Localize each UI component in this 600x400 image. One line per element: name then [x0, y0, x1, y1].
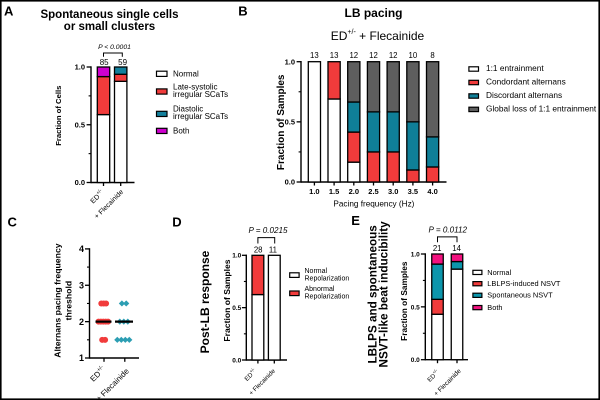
svg-text:2: 2 — [79, 317, 84, 327]
svg-text:1: 1 — [79, 353, 84, 363]
svg-text:3.5: 3.5 — [408, 187, 418, 196]
svg-text:1.0: 1.0 — [232, 253, 241, 260]
svg-text:Spontaneous single cells: Spontaneous single cells — [40, 9, 178, 21]
svg-text:C: C — [8, 215, 18, 230]
svg-text:P = 0.0112: P = 0.0112 — [429, 226, 468, 235]
svg-text:Spontaneous NSVT: Spontaneous NSVT — [487, 291, 553, 300]
svg-text:Normal: Normal — [487, 268, 511, 277]
svg-text:B: B — [238, 4, 247, 19]
svg-text:Both: Both — [173, 127, 189, 136]
svg-text:Fraction of Samples: Fraction of Samples — [399, 261, 409, 341]
svg-text:E: E — [351, 213, 360, 228]
svg-text:NSVT-like beat inducibility: NSVT-like beat inducibility — [377, 221, 390, 368]
svg-text:8: 8 — [430, 51, 434, 60]
svg-text:LBLPS and spontaneous: LBLPS and spontaneous — [366, 225, 379, 364]
svg-text:P = 0.0215: P = 0.0215 — [248, 226, 288, 235]
svg-text:D: D — [172, 215, 181, 230]
svg-text:1:1 entrainment: 1:1 entrainment — [486, 63, 544, 73]
svg-text:59: 59 — [118, 58, 127, 67]
svg-text:1.0: 1.0 — [285, 57, 295, 66]
svg-text:Repolarization: Repolarization — [305, 294, 350, 301]
svg-text:Fraction of Samples: Fraction of Samples — [276, 74, 287, 170]
svg-text:1.0: 1.0 — [75, 63, 85, 72]
svg-text:0.5: 0.5 — [75, 120, 85, 129]
svg-text:Normal: Normal — [305, 268, 328, 275]
svg-text:3.0: 3.0 — [388, 187, 398, 196]
svg-text:Discordant alternans: Discordant alternans — [486, 90, 562, 100]
svg-text:28: 28 — [254, 245, 263, 254]
svg-text:ED+/- + Flecainide: ED+/- + Flecainide — [331, 29, 425, 43]
svg-text:Both: Both — [487, 303, 502, 312]
svg-text:irregular SCaTs: irregular SCaTs — [173, 90, 228, 99]
svg-text:85: 85 — [100, 58, 109, 67]
svg-text:1.5: 1.5 — [329, 187, 339, 196]
svg-text:3: 3 — [79, 280, 84, 290]
svg-text:P < 0.0001: P < 0.0001 — [98, 44, 131, 51]
svg-text:13: 13 — [330, 51, 339, 60]
svg-text:4: 4 — [79, 244, 84, 254]
svg-text:Condordant alternans: Condordant alternans — [486, 77, 566, 87]
svg-text:2.0: 2.0 — [349, 187, 359, 196]
svg-text:13: 13 — [310, 51, 319, 60]
svg-text:Post-LB response: Post-LB response — [198, 250, 212, 353]
svg-text:Pacing frequency (Hz): Pacing frequency (Hz) — [333, 199, 414, 208]
svg-text:10: 10 — [409, 51, 418, 60]
svg-text:2.5: 2.5 — [368, 187, 378, 196]
svg-text:11: 11 — [269, 245, 277, 254]
svg-text:0.5: 0.5 — [411, 304, 420, 311]
svg-text:0.0: 0.0 — [285, 178, 295, 187]
svg-text:21: 21 — [433, 244, 442, 253]
svg-text:12: 12 — [349, 51, 358, 60]
svg-text:Alternans pacing frequency: Alternans pacing frequency — [53, 243, 63, 358]
svg-text:4.0: 4.0 — [427, 187, 437, 196]
svg-text:14: 14 — [452, 244, 461, 253]
svg-text:or small clusters: or small clusters — [64, 21, 155, 33]
svg-text:Fraction of Cells: Fraction of Cells — [54, 86, 63, 146]
svg-text:0.0: 0.0 — [232, 357, 241, 364]
svg-text:1.0: 1.0 — [309, 187, 319, 196]
svg-text:0.5: 0.5 — [285, 118, 295, 127]
svg-text:0.0: 0.0 — [411, 357, 420, 364]
svg-text:Normal: Normal — [173, 69, 199, 78]
svg-text:0.0: 0.0 — [75, 178, 85, 187]
svg-text:irregular SCaTs: irregular SCaTs — [173, 112, 228, 121]
svg-text:12: 12 — [369, 51, 378, 60]
svg-text:1.0: 1.0 — [411, 251, 420, 258]
svg-text:Global loss of 1:1 entrainment: Global loss of 1:1 entrainment — [486, 104, 597, 114]
svg-text:12: 12 — [389, 51, 398, 60]
svg-text:A: A — [4, 3, 14, 18]
svg-text:Fraction of Samples: Fraction of Samples — [222, 259, 232, 341]
svg-text:Abnormal: Abnormal — [305, 286, 335, 293]
svg-text:0.5: 0.5 — [232, 305, 241, 312]
svg-text:threshold: threshold — [64, 281, 74, 321]
svg-text:Late-systolic: Late-systolic — [173, 82, 217, 91]
svg-text:LB pacing: LB pacing — [344, 6, 402, 20]
svg-text:Repolarization: Repolarization — [305, 275, 350, 282]
svg-text:LBLPS-induced NSVT: LBLPS-induced NSVT — [487, 279, 561, 288]
svg-text:Diastolic: Diastolic — [173, 105, 203, 114]
